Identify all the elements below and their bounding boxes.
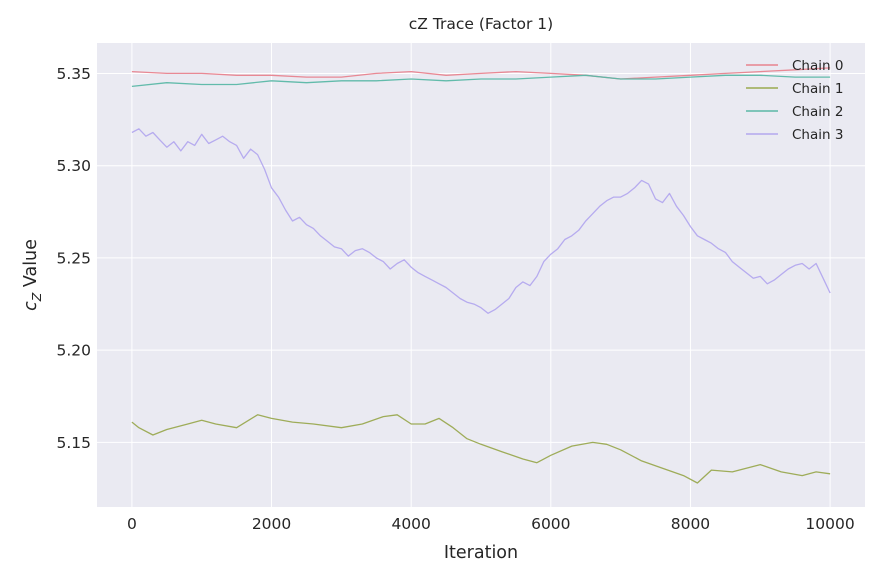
series-line-chain-3 <box>131 128 831 314</box>
y-axis-text: Value <box>21 239 41 293</box>
x-tick-label: 10000 <box>805 515 854 533</box>
series-lines <box>131 67 831 484</box>
y-axis-subscript: Z <box>29 292 44 302</box>
x-gridlines <box>131 43 831 507</box>
series-line-chain-2 <box>131 74 831 88</box>
series-line-chain-0 <box>131 67 831 80</box>
x-tick-label: 0 <box>127 515 137 533</box>
y-tick-label: 5.15 <box>56 434 91 452</box>
y-axis-title: cZ Value <box>21 239 44 311</box>
x-axis-title: Iteration <box>444 543 518 563</box>
legend-label-chain-3: Chain 3 <box>792 127 843 143</box>
x-tick-labels: 0 2000 4000 6000 8000 10000 <box>127 515 855 533</box>
x-tick-label: 6000 <box>531 515 570 533</box>
y-gridlines <box>97 72 865 443</box>
legend-label-chain-1: Chain 1 <box>792 81 843 97</box>
y-tick-label: 5.35 <box>56 65 91 83</box>
legend: Chain 0 Chain 1 Chain 2 Chain 3 <box>746 58 843 143</box>
y-axis-symbol: c <box>21 301 41 311</box>
y-tick-label: 5.30 <box>56 157 91 175</box>
legend-label-chain-0: Chain 0 <box>792 58 843 74</box>
series-line-chain-1 <box>131 414 831 484</box>
y-tick-label: 5.20 <box>56 342 91 360</box>
plot-area <box>97 43 865 507</box>
chart-title: cZ Trace (Factor 1) <box>409 15 553 33</box>
legend-label-chain-2: Chain 2 <box>792 104 843 120</box>
y-tick-label: 5.25 <box>56 249 91 267</box>
x-tick-label: 4000 <box>391 515 430 533</box>
x-tick-label: 8000 <box>671 515 710 533</box>
y-tick-labels: 5.15 5.20 5.25 5.30 5.35 <box>56 65 91 452</box>
x-tick-label: 2000 <box>252 515 291 533</box>
